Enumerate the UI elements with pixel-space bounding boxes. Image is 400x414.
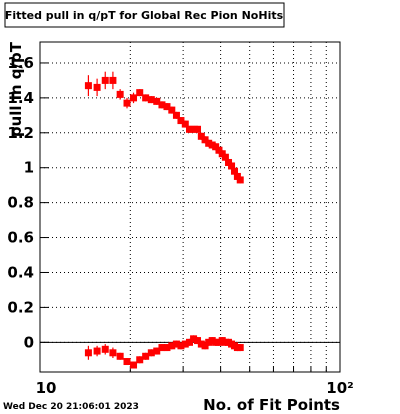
marker (158, 101, 166, 109)
y-tick-label: 0.6 (7, 229, 34, 247)
marker (142, 352, 150, 360)
marker (147, 96, 155, 104)
marker (101, 76, 109, 84)
marker (84, 349, 92, 357)
marker (109, 349, 117, 357)
marker (194, 125, 202, 133)
marker (172, 111, 180, 119)
marker (109, 76, 117, 84)
marker (130, 94, 138, 102)
marker (236, 176, 244, 184)
marker (163, 103, 171, 111)
marker (221, 153, 229, 161)
marker (190, 335, 198, 343)
y-tick-label: 0 (24, 333, 34, 351)
marker (123, 358, 131, 366)
plot-frame (39, 41, 341, 373)
marker (163, 344, 171, 352)
y-axis-label: pull in q/pT (7, 41, 25, 137)
y-tick-label: 1.2 (7, 124, 34, 142)
marker (228, 162, 236, 170)
marker (185, 338, 193, 346)
marker (190, 125, 198, 133)
marker (181, 120, 189, 128)
chart-title: Fitted pull in q/pT for Global Rec Pion … (5, 9, 284, 22)
marker (158, 344, 166, 352)
y-tick-label: 1.4 (7, 89, 34, 107)
marker (116, 352, 124, 360)
title-box (4, 2, 285, 28)
marker (93, 347, 101, 355)
marker (185, 125, 193, 133)
marker (231, 167, 239, 175)
marker (168, 342, 176, 350)
marker (194, 337, 202, 345)
marker (136, 356, 144, 364)
y-tick-label: 0.4 (7, 263, 34, 281)
marker (172, 340, 180, 348)
marker (93, 83, 101, 91)
marker (168, 106, 176, 114)
marker (153, 97, 161, 105)
y-tick-label: 0.2 (7, 298, 34, 316)
marker (181, 340, 189, 348)
timestamp: Wed Dec 20 21:06:01 2023 (3, 402, 139, 412)
marker (142, 94, 150, 102)
marker (84, 82, 92, 90)
marker (201, 342, 209, 350)
x-axis-label: No. of Fit Points (203, 396, 340, 414)
marker (205, 338, 213, 346)
marker (123, 99, 131, 107)
marker (136, 89, 144, 97)
marker (177, 117, 185, 125)
marker (201, 136, 209, 144)
marker (236, 344, 244, 352)
marker (153, 347, 161, 355)
marker (101, 345, 109, 353)
marker (197, 132, 205, 140)
marker (147, 349, 155, 357)
y-tick-label: 1 (24, 159, 34, 177)
y-tick-label: 1.6 (7, 54, 34, 72)
y-tick-label: 0.8 (7, 194, 34, 212)
marker (116, 90, 124, 98)
marker (177, 342, 185, 350)
x-tick-label: 10 (36, 379, 57, 397)
marker (197, 340, 205, 348)
marker (130, 361, 138, 369)
x-tick-label: 10² (326, 379, 353, 397)
marker (205, 139, 213, 147)
